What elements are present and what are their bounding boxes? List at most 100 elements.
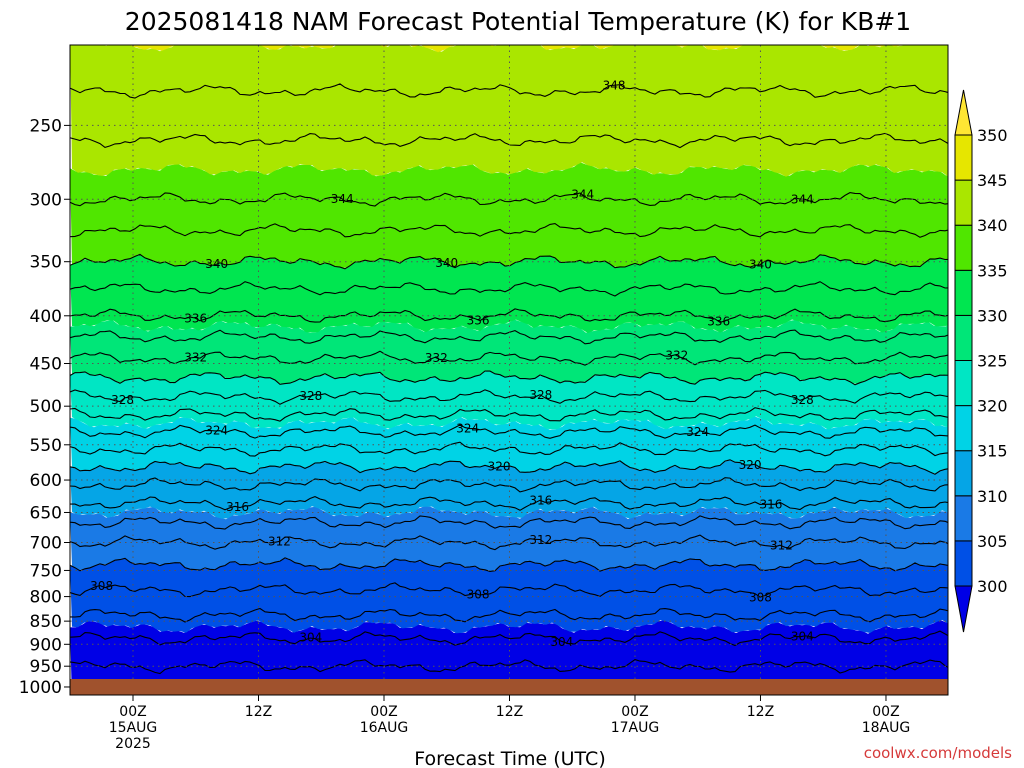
contour-label: 308 xyxy=(749,590,772,604)
contour-label: 328 xyxy=(299,389,322,403)
chart-title: 2025081418 NAM Forecast Potential Temper… xyxy=(125,7,911,36)
x-tick-label: 17AUG xyxy=(611,720,660,736)
colorbar-tick-label: 310 xyxy=(977,487,1008,506)
field-band xyxy=(70,371,948,430)
contour-line xyxy=(70,496,948,511)
isentrope-contours xyxy=(70,83,948,675)
contour-label: 344 xyxy=(791,192,814,206)
contour-label: 324 xyxy=(205,424,228,438)
colorbar-swatch xyxy=(954,314,973,361)
field-band xyxy=(70,506,948,572)
contour-line xyxy=(70,534,948,551)
colorbar-swatch xyxy=(954,405,973,452)
field-band xyxy=(70,619,948,695)
contour-label: 312 xyxy=(268,535,291,549)
field-band xyxy=(70,45,948,177)
colorbar-tick-label: 315 xyxy=(977,442,1008,461)
colorbar-tick-label: 340 xyxy=(977,216,1008,235)
contour-label: 312 xyxy=(770,538,793,552)
contour-label: 320 xyxy=(739,458,762,472)
contour-line xyxy=(70,658,948,675)
contour-label: 304 xyxy=(299,631,322,645)
colorbar-swatch xyxy=(954,269,973,316)
colorbar-tick-label: 300 xyxy=(977,577,1008,596)
contour-label: 308 xyxy=(90,579,113,593)
x-tick-label: 00Z xyxy=(119,704,146,720)
colorbar-arrow-bottom xyxy=(954,585,973,633)
contour-line xyxy=(70,582,948,598)
colorbar-swatch xyxy=(954,179,973,226)
contour-line xyxy=(70,329,948,345)
y-tick-label: 750 xyxy=(30,561,62,581)
x-tick-label: 00Z xyxy=(370,704,397,720)
y-tick-label: 450 xyxy=(30,355,62,375)
field-band xyxy=(105,45,948,53)
contour-line xyxy=(70,253,948,270)
x-tick-label: 18AUG xyxy=(862,720,911,736)
contour-line xyxy=(70,223,948,238)
contour-line xyxy=(70,370,948,386)
x-tick-label: 00Z xyxy=(872,704,899,720)
contour-label: 344 xyxy=(571,188,594,202)
y-tick-label: 650 xyxy=(30,503,62,523)
colorbar-swatch xyxy=(954,224,973,271)
contour-label: 336 xyxy=(467,313,490,327)
contour-label: 340 xyxy=(749,257,772,271)
contour-label: 308 xyxy=(467,587,490,601)
contour-line xyxy=(70,192,948,207)
contour-line xyxy=(70,132,948,149)
colorbar: 300 305 310 315 320 325 330 335 340 345 350 xyxy=(954,89,1008,633)
contour-label: 304 xyxy=(550,635,573,649)
contour-line xyxy=(70,308,948,323)
field-band xyxy=(70,162,948,268)
contour-label: 336 xyxy=(707,315,730,329)
contour-labels: 348 344 344 344 340 340 340 336 336 336 332 332 332 3… xyxy=(90,78,814,648)
x-tick-label: 16AUG xyxy=(360,720,409,736)
y-tick-label: 900 xyxy=(30,635,62,655)
contour-line xyxy=(70,630,948,647)
x-tick-label: 12Z xyxy=(245,704,272,720)
y-tick-label: 800 xyxy=(30,588,62,608)
contour-line xyxy=(70,389,948,405)
y-tick-label: 600 xyxy=(30,471,62,491)
colorbar-swatch xyxy=(954,360,973,407)
x-tick-label: 12Z xyxy=(747,704,774,720)
x-tick-label: 00Z xyxy=(621,704,648,720)
credit-text: coolwx.com/models xyxy=(864,744,1012,762)
y-tick-label: 550 xyxy=(30,436,62,456)
contour-label: 332 xyxy=(425,351,448,365)
x-tick-label: 15AUG xyxy=(109,720,158,736)
colorbar-tick-label: 325 xyxy=(977,352,1008,371)
contour-label: 324 xyxy=(456,422,479,436)
x-tick-label: 2025 xyxy=(115,736,151,752)
contour-line xyxy=(70,83,948,99)
colorbar-arrow-top xyxy=(954,89,973,136)
field-band xyxy=(70,319,948,385)
contour-line xyxy=(70,281,948,297)
y-tick-label: 500 xyxy=(30,397,62,417)
y-axis: 250 300 350 400 450 500 550 600 650 700 750 800 850 9… xyxy=(19,116,70,698)
contour-label: 320 xyxy=(488,460,511,474)
contour-line xyxy=(70,459,948,475)
contour-label: 312 xyxy=(529,533,552,547)
contour-label: 324 xyxy=(686,425,709,439)
contour-line xyxy=(70,407,948,422)
contour-line xyxy=(70,424,948,439)
y-tick-label: 700 xyxy=(30,533,62,553)
colorbar-tick-label: 330 xyxy=(977,306,1008,325)
colorbar-swatch xyxy=(954,134,973,181)
y-tick-label: 300 xyxy=(30,190,62,210)
contour-label: 340 xyxy=(435,256,458,270)
contour-label: 340 xyxy=(205,257,228,271)
y-tick-label: 250 xyxy=(30,116,62,136)
contour-label: 304 xyxy=(791,630,814,644)
colorbar-swatch xyxy=(954,450,973,497)
x-axis-label: Forecast Time (UTC) xyxy=(414,748,605,768)
colorbar-tick-label: 345 xyxy=(977,171,1008,190)
gridlines xyxy=(70,45,948,695)
colorbar-tick-label: 335 xyxy=(977,261,1008,280)
ground-surface xyxy=(70,679,948,695)
contour-label: 328 xyxy=(529,388,552,402)
